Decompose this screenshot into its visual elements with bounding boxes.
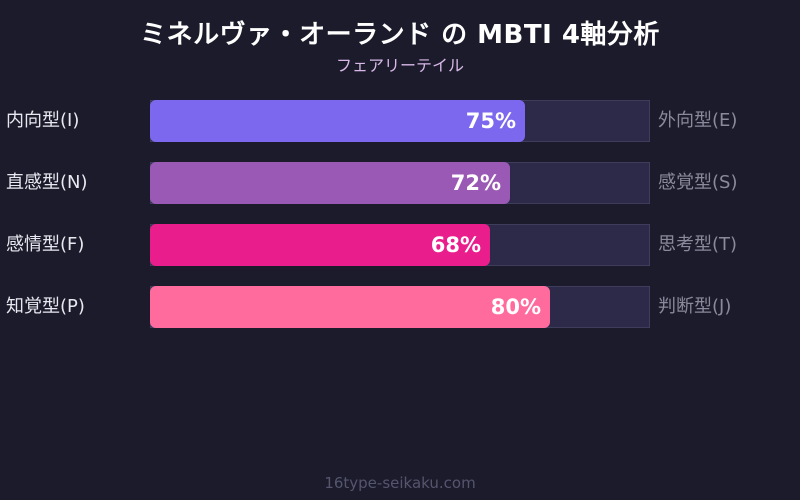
bar-fill: 80%	[150, 286, 550, 328]
bar-fill: 68%	[150, 224, 490, 266]
percent-label: 68%	[430, 233, 481, 257]
left-trait-label: 内向型(I)	[6, 110, 80, 131]
axis-row-ie: 内向型(I) 75% 外向型(E)	[0, 100, 800, 142]
percent-label: 75%	[465, 109, 516, 133]
right-trait-label: 思考型(T)	[658, 234, 738, 255]
right-trait-label: 判断型(J)	[658, 296, 732, 317]
left-trait-label: 知覚型(P)	[6, 296, 85, 317]
left-trait-label: 感情型(F)	[6, 234, 85, 255]
footer-site-link: 16type-seikaku.com	[324, 474, 476, 492]
right-trait-label: 感覚型(S)	[658, 172, 738, 193]
chart-subtitle: フェアリーテイル	[335, 56, 464, 75]
axis-row-pj: 知覚型(P) 80% 判断型(J)	[0, 286, 800, 328]
percent-label: 72%	[450, 171, 501, 195]
chart-title: ミネルヴァ・オーランド の MBTI 4軸分析	[140, 20, 660, 50]
axis-row-ns: 直感型(N) 72% 感覚型(S)	[0, 162, 800, 204]
bar-fill: 75%	[150, 100, 525, 142]
bar-fill: 72%	[150, 162, 510, 204]
axis-row-ft: 感情型(F) 68% 思考型(T)	[0, 224, 800, 266]
right-trait-label: 外向型(E)	[658, 110, 738, 131]
left-trait-label: 直感型(N)	[6, 172, 88, 193]
percent-label: 80%	[490, 295, 541, 319]
